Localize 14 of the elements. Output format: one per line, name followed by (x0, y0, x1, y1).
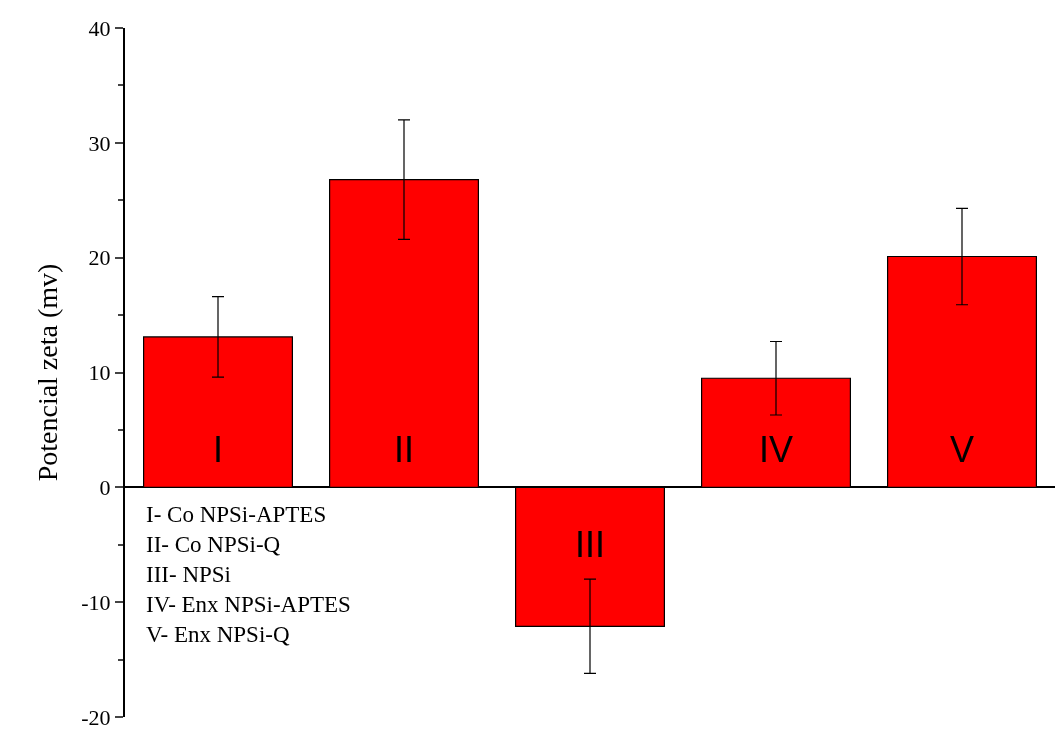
y-tick-label: 0 (99, 475, 111, 501)
y-tick-label: 10 (88, 360, 111, 386)
x-tick-label: II (394, 429, 415, 470)
y-tick-label: 20 (88, 245, 111, 271)
y-tick-label: -20 (81, 704, 111, 730)
annotation: I- Co NPSi-APTES II- Co NPSi-Q III- NPSi IV- Enx NPSi-APTES V- Enx NPSi-Q (146, 502, 351, 647)
x-tick-label: V (950, 429, 975, 470)
x-tick-label: IV (759, 429, 794, 470)
y-tick-label: -10 (81, 589, 111, 615)
y-axis-title: Potencial zeta (mv) (32, 263, 64, 482)
x-tick-label: III (575, 524, 606, 565)
x-tick-label: I (213, 429, 224, 470)
y-tick-label: 30 (88, 130, 111, 156)
y-tick-label: 40 (88, 15, 111, 41)
